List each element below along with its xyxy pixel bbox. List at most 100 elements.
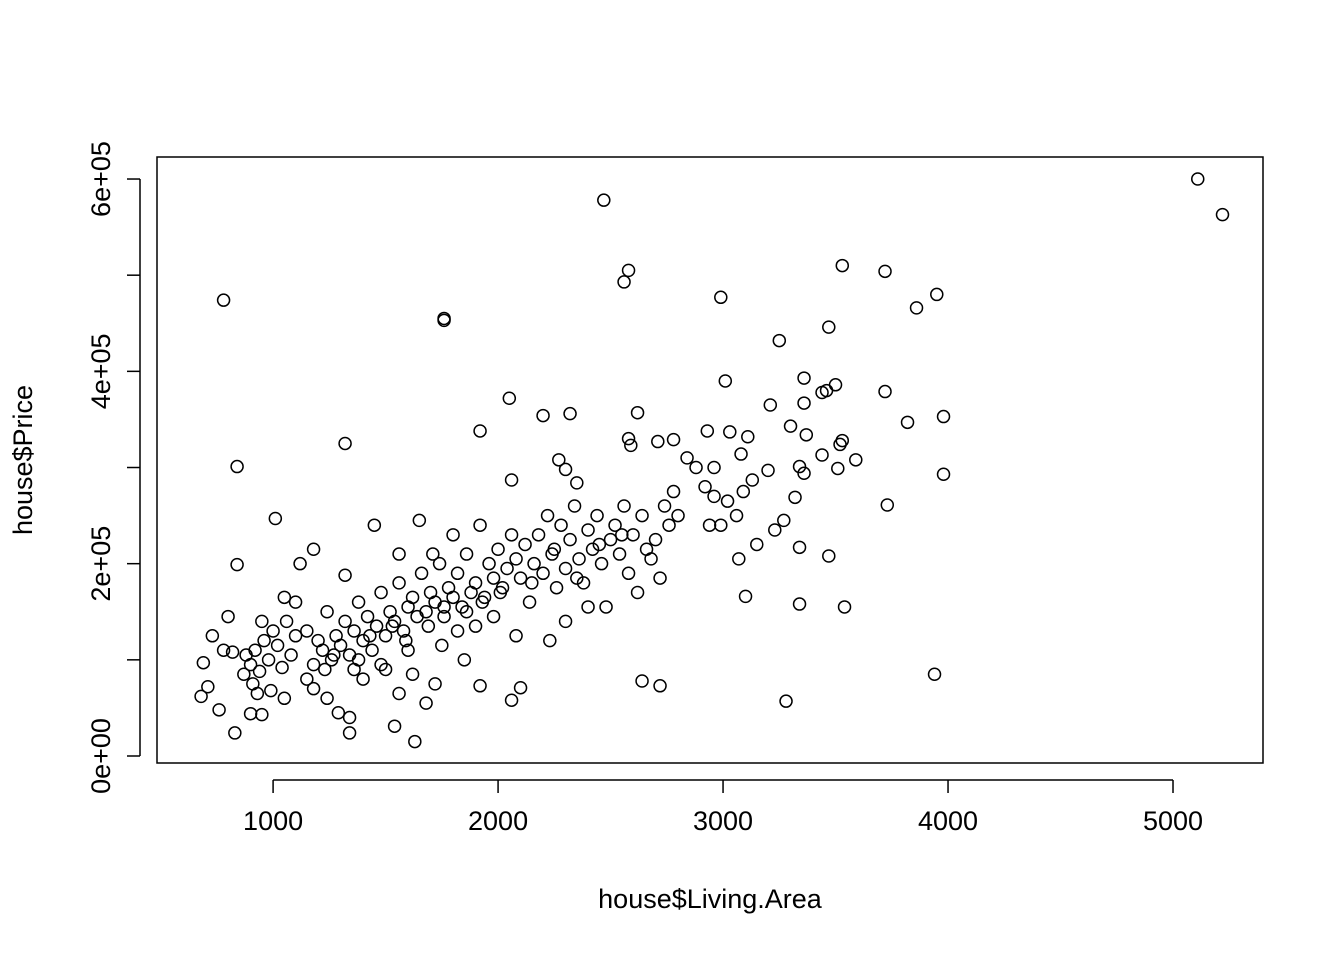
point — [729, 508, 744, 523]
point — [306, 542, 321, 556]
x-axis-label: house$Living.Area — [598, 884, 823, 914]
point — [237, 667, 251, 682]
point — [432, 556, 447, 571]
x-tick-label: 4000 — [918, 806, 978, 836]
point — [392, 547, 406, 561]
point — [414, 566, 429, 581]
point — [718, 374, 733, 388]
point — [1191, 172, 1205, 186]
point — [419, 696, 433, 710]
point — [581, 600, 595, 614]
point — [927, 667, 942, 682]
point — [837, 600, 852, 614]
point — [212, 703, 226, 717]
point — [531, 528, 546, 542]
point — [570, 476, 584, 490]
point — [437, 600, 451, 614]
point — [257, 633, 271, 648]
point — [624, 438, 638, 453]
point — [768, 523, 782, 537]
point — [714, 290, 728, 305]
point — [819, 383, 834, 398]
point — [486, 571, 501, 585]
point — [549, 580, 564, 595]
point — [502, 391, 517, 406]
point — [525, 576, 539, 590]
point — [621, 263, 636, 278]
point — [351, 653, 366, 667]
point — [833, 437, 847, 452]
point — [205, 629, 220, 643]
point — [408, 734, 422, 749]
point — [385, 619, 400, 633]
point — [763, 398, 778, 412]
point — [741, 429, 755, 444]
point — [446, 590, 460, 605]
point — [680, 451, 694, 465]
point — [513, 571, 528, 585]
point — [288, 595, 303, 609]
point — [338, 568, 352, 582]
point — [612, 547, 627, 561]
point — [653, 679, 667, 693]
point — [671, 508, 685, 523]
point — [644, 552, 658, 566]
point — [270, 638, 285, 653]
point — [788, 490, 802, 505]
point — [653, 571, 667, 585]
point — [552, 453, 566, 467]
point — [504, 693, 519, 707]
point — [1215, 207, 1230, 222]
point — [522, 595, 537, 609]
point — [331, 705, 346, 720]
point — [365, 643, 379, 657]
point — [412, 513, 427, 528]
point — [455, 600, 469, 614]
point — [878, 384, 892, 399]
point — [621, 566, 636, 581]
point — [831, 461, 845, 476]
point — [540, 508, 555, 523]
point — [277, 590, 292, 605]
point — [822, 320, 836, 334]
point — [738, 589, 753, 604]
point — [401, 643, 415, 657]
point — [243, 657, 258, 672]
point — [608, 518, 622, 532]
point — [252, 664, 267, 679]
point — [835, 258, 850, 273]
point — [617, 275, 631, 289]
point — [306, 681, 321, 696]
point — [585, 542, 600, 556]
point — [936, 409, 951, 424]
point — [777, 513, 791, 528]
point — [421, 619, 436, 633]
point — [405, 590, 420, 605]
x-tick-label: 5000 — [1143, 806, 1203, 836]
point — [657, 499, 672, 513]
point — [367, 518, 382, 532]
point — [567, 499, 582, 513]
point — [419, 605, 433, 619]
point — [689, 460, 703, 475]
point — [581, 523, 595, 537]
point — [342, 710, 357, 725]
point — [201, 680, 215, 694]
x-tick-label: 3000 — [693, 806, 753, 836]
point — [327, 648, 341, 662]
point — [626, 528, 640, 542]
point — [468, 576, 483, 590]
point — [378, 662, 393, 677]
point — [732, 552, 746, 566]
point — [405, 667, 420, 682]
point — [736, 484, 751, 499]
y-tick-label: 4e+05 — [86, 333, 116, 409]
point — [783, 419, 798, 433]
point — [734, 447, 748, 461]
y-tick-label: 6e+05 — [86, 141, 116, 217]
point — [369, 619, 384, 633]
point — [250, 686, 265, 701]
point — [792, 540, 807, 555]
